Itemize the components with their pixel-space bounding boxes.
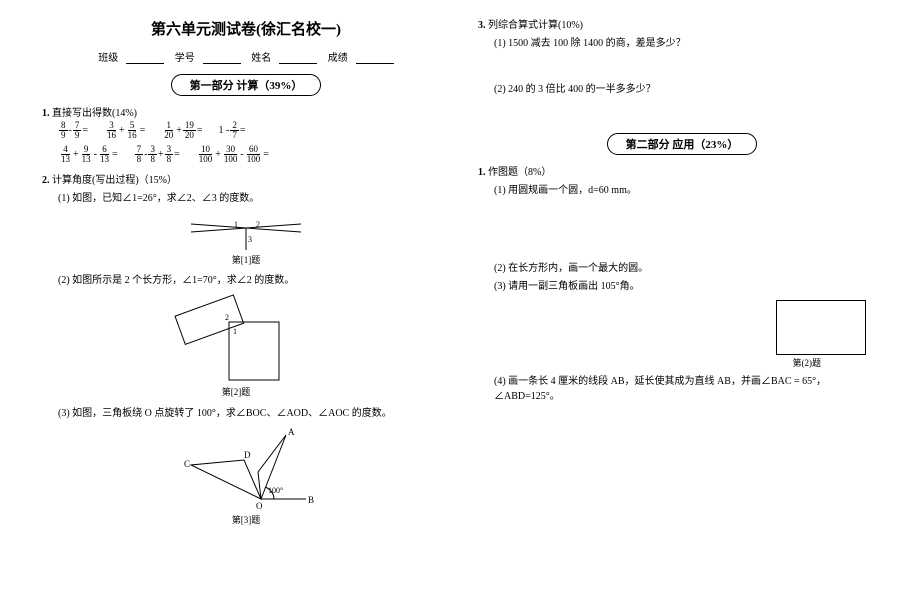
q2-sub3: (3) 如图，三角板绕 O 点旋转了 100°，求∠BOC、∠AOD、∠AOC … — [58, 406, 450, 421]
page-title: 第六单元测试卷(徐汇名校一) — [42, 18, 450, 39]
q1-text: 直接写出得数(14%) — [52, 108, 137, 119]
svg-text:B: B — [308, 495, 314, 505]
q3-num: 3. — [478, 20, 486, 31]
fig-rect-label: 第(2)题 — [478, 357, 866, 371]
q2-text: 计算角度(写出过程)（15%） — [52, 175, 177, 186]
blank — [126, 53, 164, 64]
figure-1: 1 23 第[1]题 — [42, 212, 450, 268]
blank — [356, 53, 394, 64]
label-name: 姓名 — [251, 49, 271, 64]
blank — [203, 53, 241, 64]
meta-row: 班级 学号 姓名 成绩 — [42, 49, 450, 64]
blank — [279, 53, 317, 64]
question-2: 2. 计算角度(写出过程)（15%） (1) 如图，已知∠1=26°，求∠2、∠… — [42, 173, 450, 528]
q4-sub4: (4) 画一条长 4 厘米的线段 AB，延长使其成为直线 AB，并画∠BAC =… — [494, 374, 886, 404]
figure-rect: 第(2)题 — [478, 300, 886, 371]
svg-text:2: 2 — [256, 220, 260, 229]
svg-text:3: 3 — [248, 235, 252, 244]
q3-sub1: (1) 1500 减去 100 除 1400 的商，差是多少？ — [494, 36, 886, 51]
q2-sub2: (2) 如图所示是 2 个长方形，∠1=70°，求∠2 的度数。 — [58, 273, 450, 288]
svg-text:2: 2 — [225, 313, 229, 322]
q4-sub2: (2) 在长方形内，画一个最大的圆。 — [494, 261, 886, 276]
label-score: 成绩 — [328, 49, 348, 64]
q2-sub1: (1) 如图，已知∠1=26°，求∠2、∠3 的度数。 — [58, 191, 450, 206]
svg-text:C: C — [184, 459, 190, 469]
figure-2: 12 第[2]题 — [42, 294, 450, 400]
svg-text:D: D — [244, 450, 251, 460]
label-class: 班级 — [98, 49, 118, 64]
q4-text: 作图题（8%） — [488, 167, 551, 178]
q4-sub1: (1) 用圆规画一个圆，d=60 mm。 — [494, 183, 886, 198]
label-id: 学号 — [175, 49, 195, 64]
section-1-header: 第一部分 计算（39%） — [171, 74, 322, 96]
svg-text:1: 1 — [234, 220, 238, 229]
q3-text: 列综合算式计算(10%) — [488, 20, 583, 31]
question-1: 1. 直接写出得数(14%) 89 - 79 =316 + 516 =120 +… — [42, 106, 450, 165]
q2-num: 2. — [42, 175, 50, 186]
q1-num: 1. — [42, 108, 50, 119]
section-2-header: 第二部分 应用（23%） — [607, 133, 758, 155]
fig2-label: 第[2]题 — [42, 386, 430, 400]
fig1-label: 第[1]题 — [42, 254, 450, 268]
svg-text:100°: 100° — [268, 486, 283, 495]
question-3: 3. 列综合算式计算(10%) (1) 1500 减去 100 除 1400 的… — [478, 18, 886, 125]
figure-3: A B C D O 100° 第[3]题 — [42, 427, 450, 528]
question-4: 1. 作图题（8%） (1) 用圆规画一个圆，d=60 mm。 (2) 在长方形… — [478, 165, 886, 404]
fig3-label: 第[3]题 — [42, 514, 450, 528]
svg-text:O: O — [256, 501, 263, 511]
q3-sub2: (2) 240 的 3 倍比 400 的一半多多少？ — [494, 82, 886, 97]
q4-sub3: (3) 请用一副三角板画出 105°角。 — [494, 279, 886, 294]
q4-num: 1. — [478, 167, 486, 178]
svg-text:1: 1 — [233, 327, 237, 336]
svg-text:A: A — [288, 427, 295, 437]
